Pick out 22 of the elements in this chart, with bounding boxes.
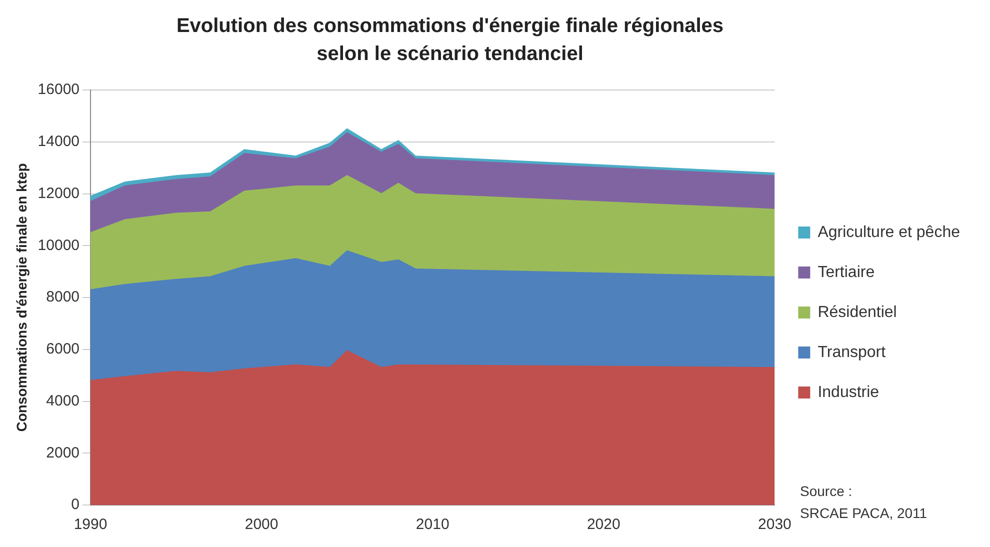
y-tick-label: 2000 <box>46 444 80 462</box>
x-tick-label: 1990 <box>74 516 108 534</box>
y-tick-label: 16000 <box>38 81 80 98</box>
legend-label: Industrie <box>818 384 880 401</box>
y-tick-label: 14000 <box>38 133 80 150</box>
y-tick-label: 10000 <box>38 236 80 254</box>
y-tick-label: 4000 <box>46 392 80 410</box>
y-axis-title: Consommations d'énergie finale en ktep <box>13 163 30 432</box>
legend-label: Résidentiel <box>818 304 897 321</box>
legend-label: Transport <box>818 344 886 361</box>
y-tick-label: 8000 <box>46 288 80 306</box>
y-tick-label: 12000 <box>38 184 80 202</box>
y-tick-label: 0 <box>71 496 80 514</box>
legend-label: Tertiaire <box>818 264 875 281</box>
source-note: Source : SRCAE PACA, 2011 <box>800 482 928 523</box>
y-tick-label: 6000 <box>46 340 80 358</box>
x-tick-label: 2020 <box>586 516 620 534</box>
x-tick-label: 2010 <box>416 516 450 534</box>
chart-title: Evolution des consommations d'énergie finale régionales selon le scénario tendanciel <box>175 14 725 67</box>
x-tick-label: 2000 <box>244 516 278 534</box>
legend-label: Agriculture et pêche <box>818 224 960 241</box>
x-tick-label: 2030 <box>758 516 792 534</box>
